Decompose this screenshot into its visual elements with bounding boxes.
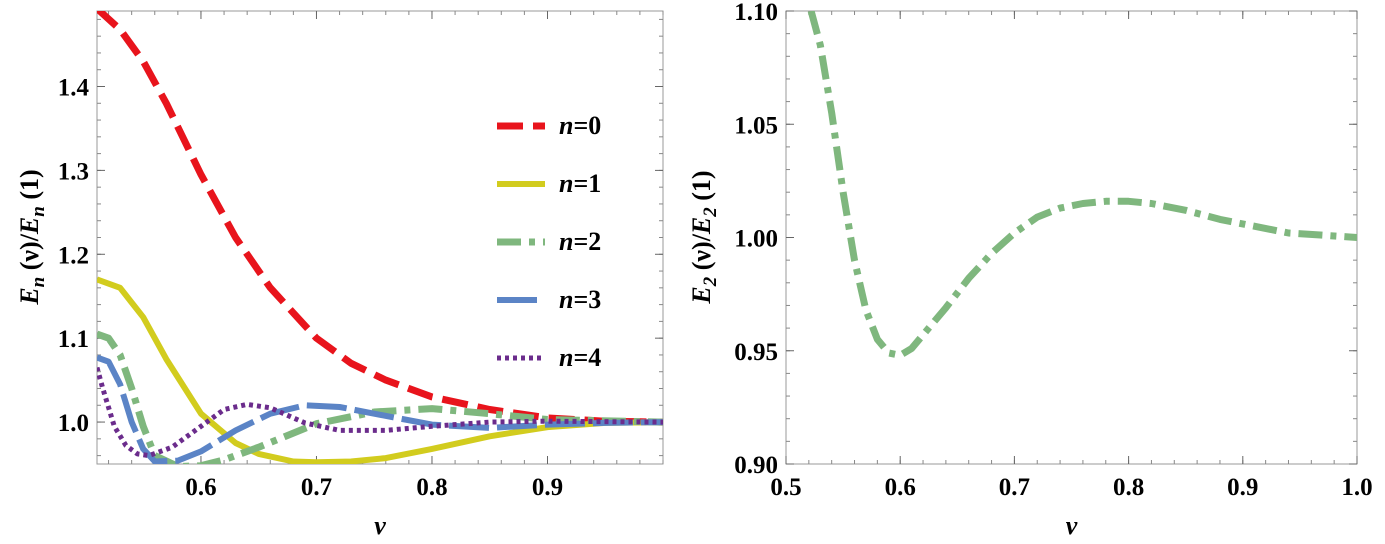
y-axis-label-part: (1) xyxy=(687,170,716,207)
legend-label: n=0 xyxy=(559,111,601,140)
series-group xyxy=(97,11,663,464)
plot-frame xyxy=(785,10,1358,465)
y-axis-label: E2 (ν)/E2 (1) xyxy=(687,170,721,304)
y-tick-label: 1.3 xyxy=(58,158,89,185)
legend-label: n=2 xyxy=(559,227,601,256)
x-tick-label: 0.7 xyxy=(999,474,1030,501)
legend-label: n=3 xyxy=(559,285,601,314)
y-tick-label: 1.10 xyxy=(734,0,778,26)
x-tick-label: 0.6 xyxy=(185,474,216,501)
y-tick-label: 1.1 xyxy=(58,326,89,353)
x-tick-label: 0.8 xyxy=(416,474,447,501)
y-axis-label-part: n xyxy=(28,206,49,217)
series-line-n4 xyxy=(97,366,663,459)
y-tick-label: 0.95 xyxy=(734,339,778,366)
y-axis-label-part: (ν)/ xyxy=(687,233,716,276)
x-tick-label: 0.7 xyxy=(301,474,332,501)
y-axis-label: En (ν)/En (1) xyxy=(15,169,49,305)
y-tick-label: 1.4 xyxy=(58,75,90,102)
y-tick-label: 1.0 xyxy=(58,410,89,437)
legend-label-value: =0 xyxy=(573,111,601,140)
x-axis-label: ν xyxy=(1066,511,1078,540)
y-axis-label-part: (ν)/ xyxy=(15,233,44,276)
legend-label-var: n xyxy=(559,169,573,198)
chart-panel-2: 0.5 0.6 0.7 0.8 0.9 1.0 0.90 0.95 1.00 1.05 1.10 ν E… xyxy=(687,0,1373,540)
legend-label-var: n xyxy=(559,227,573,256)
legend-label-var: n xyxy=(559,111,573,140)
y-tick-label: 1.2 xyxy=(58,242,89,269)
legend-label: n=4 xyxy=(559,343,601,372)
series-line-n2 xyxy=(97,330,663,464)
y-tick-label: 1.00 xyxy=(734,226,778,253)
legend-label-value: =2 xyxy=(573,227,601,256)
legend-label-var: n xyxy=(559,343,573,372)
x-tick-label: 0.9 xyxy=(1227,474,1258,501)
y-axis-label-part: E xyxy=(15,287,44,305)
legend-label-var: n xyxy=(559,285,573,314)
x-axis-label: ν xyxy=(374,511,386,540)
y-axis-label-part: E xyxy=(15,217,44,235)
x-tick-label: 0.5 xyxy=(770,474,801,501)
y-axis-label-part: E xyxy=(687,217,716,235)
y-tick-label: 1.05 xyxy=(734,112,778,139)
series-line-n1 xyxy=(97,276,663,464)
y-axis-label-part: n xyxy=(28,277,49,288)
series-line-n2 xyxy=(807,11,1357,359)
legend: n=0n=1n=2n=3n=4 xyxy=(497,111,601,372)
legend-label-value: =3 xyxy=(573,285,601,314)
y-axis-label-part: 2 xyxy=(700,276,721,287)
series-line-n3 xyxy=(97,354,663,464)
y-tick-label: 0.90 xyxy=(734,452,778,479)
series-group xyxy=(807,11,1357,359)
x-tick-label: 1.0 xyxy=(1341,474,1372,501)
legend-label: n=1 xyxy=(559,169,601,198)
x-tick-label: 0.8 xyxy=(1113,474,1144,501)
y-axis-label-part: 2 xyxy=(700,207,721,218)
legend-label-value: =1 xyxy=(573,169,601,198)
legend-label-value: =4 xyxy=(573,343,601,372)
y-axis-label-part: (1) xyxy=(15,169,44,206)
x-tick-label: 0.6 xyxy=(885,474,916,501)
y-axis-label-part: E xyxy=(687,286,716,304)
x-tick-label: 0.9 xyxy=(532,474,563,501)
